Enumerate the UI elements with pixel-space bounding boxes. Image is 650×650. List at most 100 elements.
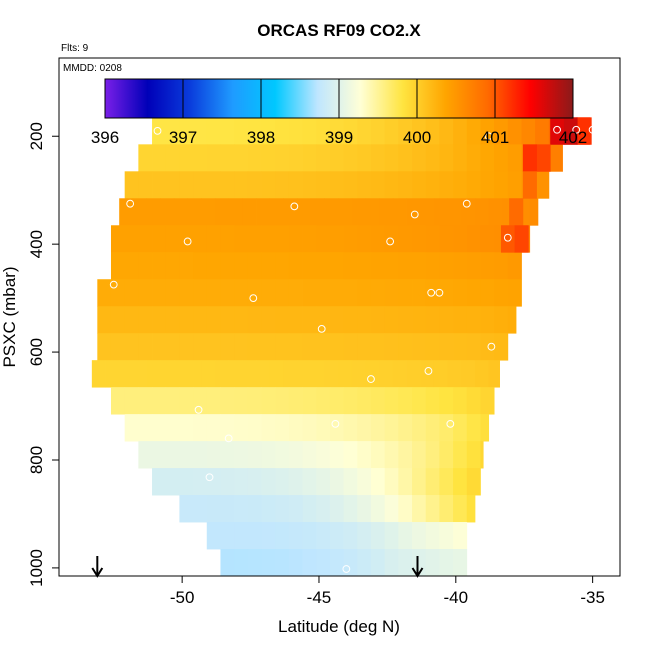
heatmap-cell [220,549,235,577]
heatmap-cell [302,387,317,415]
heatmap-cell [357,117,372,145]
heatmap-cell [247,279,262,307]
heatmap-cell [384,522,399,550]
heatmap-cell [220,333,235,361]
heatmap-cell [453,522,468,550]
heatmap-cell [447,198,462,226]
heatmap-cell [275,549,290,577]
heatmap-cell [494,252,509,280]
heatmap-cell [329,549,345,577]
heatmap-cell [132,198,147,226]
heatmap-cell [439,549,454,577]
heatmap-cell [234,468,249,496]
heatmap-cell [357,252,372,280]
heatmap-cell [425,279,440,307]
heatmap-cell [392,360,407,388]
heatmap-cell [329,225,345,253]
heatmap-cell [179,144,194,172]
heatmap-cell [138,171,153,199]
heatmap-cell [343,468,358,496]
heatmap-cell [439,252,454,280]
colorbar-tick-label: 398 [247,128,275,147]
heatmap-cell [384,117,399,145]
heatmap-cell [206,117,221,145]
heatmap-cell [343,117,358,145]
heatmap-cell [179,387,194,415]
heatmap-cell [439,387,454,415]
heatmap-cell [310,360,325,388]
heatmap-cell [138,441,153,469]
heatmap-cell-high [563,117,578,145]
heatmap-cell [165,279,180,307]
heatmap-cell [119,198,134,226]
heatmap-cell [310,198,325,226]
heatmap-cell [261,279,276,307]
heatmap-cell [488,360,500,388]
heatmap-cell [160,360,175,388]
heatmap-cell [247,549,262,577]
heatmap-cell [439,225,454,253]
heatmap-cell [206,225,221,253]
heatmap-cell [398,144,413,172]
heatmap-cell [105,360,120,388]
chart-title: ORCAS RF09 CO2.X [257,21,421,40]
heatmap-cell [220,252,235,280]
heatmap-cell [220,171,235,199]
heatmap-cell [124,225,139,253]
sample-point [435,288,444,297]
heatmap-cell [220,414,235,442]
heatmap-cell [329,441,345,469]
heatmap-cell [275,333,290,361]
heatmap-cell [302,252,317,280]
heatmap-cell [206,468,221,496]
sample-point [317,324,326,333]
heatmap-cell [466,252,481,280]
heatmap-cell-high [522,144,537,172]
heatmap-cell [256,198,271,226]
heatmap-cell [329,387,345,415]
heatmap-cell [398,225,413,253]
heatmap-cell [439,495,454,523]
heatmap-cell [220,306,235,334]
heatmap-cell [316,171,331,199]
sample-point [367,375,375,383]
heatmap-cell [398,441,413,469]
heatmap-cell [357,387,372,415]
heatmap-cell [453,144,468,172]
heatmap-cell [110,225,126,253]
heatmap-cell [439,522,454,550]
heatmap-cell [261,117,276,145]
heatmap-cell [247,252,262,280]
heatmap-cell [398,117,413,145]
colorbar-tick-label: 402 [559,128,587,147]
heatmap-cell [370,333,386,361]
heatmap-cell [343,387,358,415]
heatmap-cell [425,225,440,253]
heatmap-cell [110,279,126,307]
sample-point [503,233,512,242]
heatmap-cell [384,306,399,334]
heatmap-cell [97,279,112,307]
heatmap-cell [247,171,262,199]
heatmap-cell [365,360,380,388]
heatmap-cell [187,360,202,388]
heatmap-cell [302,468,317,496]
heatmap-cell [316,387,331,415]
heatmap-cell [412,441,427,469]
heatmap-cell [466,333,481,361]
heatmap-cell [138,279,153,307]
heatmap-cell [384,549,399,577]
heatmap-cell [288,171,303,199]
heatmap-cell [275,522,290,550]
heatmap-cell [297,360,312,388]
heatmap-cell [425,306,440,334]
heatmap-cell [474,198,490,226]
heatmap-cell [453,549,468,577]
heatmap-cell [206,171,221,199]
heatmap-cell [247,414,262,442]
heatmap-cell [97,333,112,361]
heatmap-cell [206,279,221,307]
heatmap-cell [494,279,509,307]
heatmap-cell [392,198,407,226]
flights-note: Flts: 9 [61,43,89,54]
